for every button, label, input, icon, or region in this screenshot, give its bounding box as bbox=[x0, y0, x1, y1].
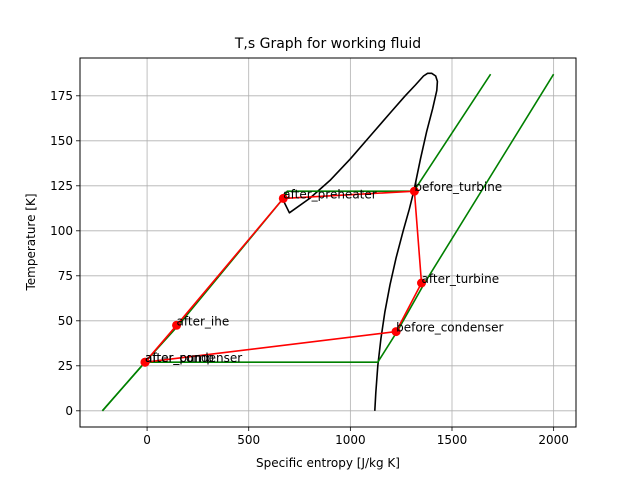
cycle-points bbox=[140, 186, 427, 367]
y-axis-ticks: 0 25 50 75 100 125 150 175 bbox=[50, 89, 80, 418]
cycle-line bbox=[144, 190, 423, 363]
y-tick-label: 25 bbox=[58, 359, 73, 373]
x-tick-label: 2000 bbox=[538, 433, 569, 447]
chart-title: T,s Graph for working fluid bbox=[234, 36, 421, 52]
cycle-point-marker bbox=[391, 327, 401, 337]
x-tick-label: 1500 bbox=[437, 433, 468, 447]
cycle-point-labels: after_pumpafter_iheafter_preheaterbefore… bbox=[145, 180, 503, 365]
cycle-point-marker bbox=[409, 186, 419, 196]
cycle-point-label: after_ihe bbox=[177, 314, 230, 328]
y-axis-title: Temperature [K] bbox=[24, 193, 38, 291]
cycle-point-label: after_pump bbox=[145, 351, 214, 365]
x-axis-title: Specific entropy [J/kg K] bbox=[256, 456, 400, 470]
cycle-point-marker bbox=[417, 278, 427, 288]
x-tick-label: 0 bbox=[143, 433, 151, 447]
y-tick-label: 75 bbox=[58, 269, 73, 283]
cycle-path bbox=[144, 190, 423, 363]
cycle-point-label: after_condenser bbox=[145, 351, 242, 365]
cycle-point-marker bbox=[278, 193, 288, 203]
x-tick-label: 500 bbox=[237, 433, 260, 447]
saturation-dome-line bbox=[281, 72, 439, 411]
grid-lines bbox=[80, 58, 576, 427]
cycle-point-label: after_turbine bbox=[422, 272, 500, 286]
saturation-dome bbox=[281, 72, 439, 411]
cycle-point-marker bbox=[140, 357, 150, 367]
x-tick-label: 1000 bbox=[335, 433, 366, 447]
y-tick-label: 150 bbox=[50, 134, 73, 148]
y-tick-label: 0 bbox=[65, 404, 73, 418]
y-tick-label: 100 bbox=[50, 224, 73, 238]
x-axis-ticks: 0 500 1000 1500 2000 bbox=[143, 427, 569, 447]
y-tick-label: 125 bbox=[50, 179, 73, 193]
y-tick-label: 50 bbox=[58, 314, 73, 328]
plot-frame bbox=[79, 57, 577, 428]
y-tick-label: 175 bbox=[50, 89, 73, 103]
cycle-point-label: before_turbine bbox=[414, 180, 502, 194]
cycle-point-marker bbox=[172, 320, 182, 330]
cycle-point-label: before_condenser bbox=[396, 321, 503, 335]
cycle-point-label: after_preheater bbox=[283, 187, 376, 201]
